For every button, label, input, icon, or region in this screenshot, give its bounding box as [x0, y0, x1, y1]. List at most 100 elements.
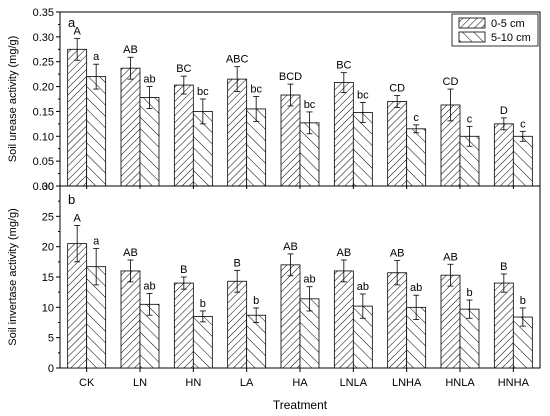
- error-bar: [127, 259, 134, 283]
- significance-letter: bc: [250, 84, 262, 96]
- error-bar: [180, 276, 187, 290]
- significance-letter: CD: [389, 83, 405, 95]
- bar-b-la-0-5cm: [227, 280, 248, 369]
- significance-letter: bc: [304, 99, 316, 111]
- x-tick-label-lnla: LNLA: [340, 377, 368, 389]
- y-tick-label: 10: [42, 302, 54, 314]
- panel-a-y-ticks: 0.00 0.05 0.10 0.15 0.20 0.25 0.30 0.35: [33, 7, 60, 193]
- significance-letter: c: [520, 118, 526, 130]
- significance-letter: A: [73, 25, 81, 37]
- y-tick-label: 0.05: [33, 156, 54, 168]
- bar-b-ha-0-5cm: [280, 264, 301, 369]
- significance-letter: A: [73, 212, 81, 224]
- significance-letter: BC: [176, 63, 191, 75]
- legend: 0-5 cm 5-10 cm: [451, 13, 539, 47]
- error-bar: [466, 125, 473, 147]
- x-tick-label-hnha: HNHA: [498, 377, 530, 389]
- error-bar: [74, 225, 81, 263]
- legend-label-0-5cm: 0-5 cm: [491, 18, 525, 30]
- error-bar: [394, 95, 401, 108]
- bar-a-ln-0-5cm: [120, 67, 141, 187]
- bar-b-hnha-0-5cm: [493, 282, 514, 369]
- error-bar: [447, 263, 454, 287]
- error-bar: [253, 307, 260, 323]
- x-tick-label-ln: LN: [133, 377, 147, 389]
- y-tick-label: 0.35: [33, 7, 54, 19]
- y-tick-label: 0.20: [33, 82, 54, 94]
- error-bar: [93, 248, 100, 286]
- bar-a-lnha-0-5cm: [387, 101, 408, 187]
- x-tick-label-lnha: LNHA: [392, 377, 422, 389]
- error-bar: [340, 72, 347, 93]
- bar-b-ln-0-5cm: [120, 270, 141, 369]
- significance-letter: B: [233, 257, 240, 269]
- bar-a-lnha-5-10cm: [406, 128, 427, 187]
- error-bar: [199, 310, 206, 323]
- significance-letter: a: [93, 51, 100, 63]
- y-tick-label: 20: [42, 242, 54, 254]
- error-bar: [287, 253, 294, 277]
- significance-letter: bc: [357, 89, 369, 101]
- error-bar: [359, 102, 366, 123]
- panel-b-bars: Aa AB ab Bb Bb AB ab AB ab AB ab AB b Bb: [67, 212, 533, 369]
- significance-letter: ab: [143, 280, 155, 292]
- bar-a-lnla-5-10cm: [352, 112, 373, 187]
- bar-a-hnha-0-5cm: [493, 123, 514, 187]
- error-bar: [466, 299, 473, 319]
- x-tick-label-hn: HN: [185, 377, 201, 389]
- significance-letter: AB: [123, 44, 138, 56]
- error-bar: [519, 130, 526, 142]
- legend-label-5-10cm: 5-10 cm: [491, 32, 531, 44]
- significance-letter: D: [500, 105, 508, 117]
- panel-a: a Soil urease activity (mg/g) 0.000.050.…: [7, 7, 541, 193]
- panel-a-label: a: [68, 15, 76, 30]
- significance-letter: c: [413, 112, 419, 124]
- significance-letter: CD: [443, 76, 459, 88]
- y-tick-label: 0.15: [33, 106, 54, 118]
- error-bar: [180, 75, 187, 95]
- significance-letter: BC: [336, 60, 351, 72]
- panel-b-label: b: [68, 192, 75, 207]
- y-tick-label: 30: [42, 181, 54, 193]
- significance-letter: b: [200, 298, 206, 310]
- bar-a-la-0-5cm: [227, 78, 248, 187]
- panel-b: b Soil invertase activity (mg/g) 0 5 10 15 2…: [7, 181, 541, 412]
- y-tick-label: 25: [42, 211, 54, 223]
- significance-letter: AB: [336, 247, 351, 259]
- significance-letter: B: [180, 264, 187, 276]
- error-bar: [413, 124, 420, 134]
- significance-letter: ab: [143, 74, 155, 86]
- error-bar: [500, 273, 507, 293]
- bar-b-hnla-0-5cm: [440, 274, 461, 369]
- panel-b-y-ticks: 0 5 10 15 20 25 30: [42, 181, 60, 375]
- error-bar: [146, 292, 153, 316]
- legend-swatch-0-5cm: [458, 17, 486, 29]
- error-bar: [93, 63, 100, 90]
- y-tick-label: 15: [42, 272, 54, 284]
- legend-swatch-5-10cm: [458, 31, 486, 43]
- y-tick-label: 0.30: [33, 32, 54, 44]
- bar-b-la-5-10cm: [246, 314, 267, 369]
- y-tick-label: 0.10: [33, 131, 54, 143]
- y-tick-label: 5: [48, 333, 54, 345]
- bar-a-ck-0-5cm: [67, 48, 88, 187]
- significance-letter: b: [520, 295, 526, 307]
- x-axis-label: Treatment: [273, 398, 328, 412]
- significance-letter: b: [466, 287, 472, 299]
- significance-letter: bc: [197, 86, 209, 98]
- significance-letter: ab: [303, 274, 315, 286]
- bar-a-hnha-5-10cm: [512, 135, 533, 187]
- error-bar: [234, 66, 241, 92]
- error-bar: [234, 269, 241, 293]
- bar-a-hn-0-5cm: [173, 84, 194, 187]
- error-bar: [199, 98, 206, 125]
- significance-letter: ab: [410, 282, 422, 294]
- bar-b-hn-0-5cm: [173, 282, 194, 369]
- significance-letter: AB: [390, 248, 405, 260]
- significance-letter: AB: [283, 241, 298, 253]
- significance-letter: AB: [443, 251, 458, 263]
- bar-a-lnla-0-5cm: [333, 82, 354, 187]
- significance-letter: b: [253, 295, 259, 307]
- significance-letter: ab: [357, 281, 369, 293]
- x-tick-label-hnla: HNLA: [445, 377, 475, 389]
